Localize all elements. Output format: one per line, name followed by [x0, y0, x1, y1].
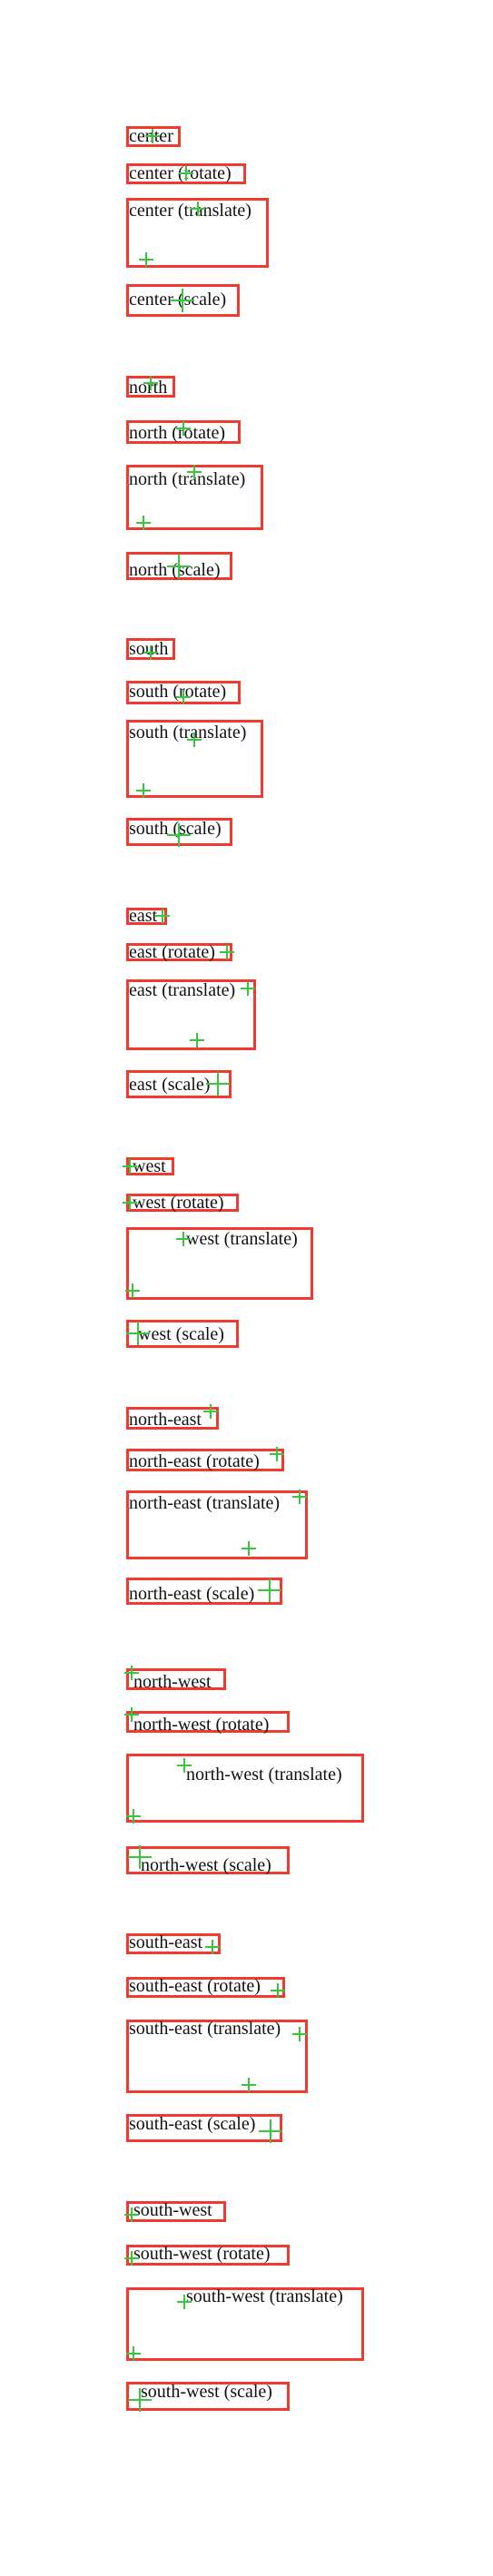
south-west-label: south-west	[133, 2200, 212, 2220]
north-east-rotate-box	[126, 1449, 284, 1471]
west-translate-label: west (translate)	[186, 1229, 298, 1249]
south-west-box	[126, 2201, 226, 2222]
center-scale-box	[126, 284, 240, 317]
north-west-scale-box	[126, 1846, 290, 1874]
south-translate-box	[126, 720, 263, 798]
south-west-scale-label: south-west (scale)	[141, 2382, 272, 2402]
north-scale-label: north (scale)	[129, 560, 221, 580]
north-east-scale-box	[126, 1578, 282, 1605]
east-scale-label: east (scale)	[129, 1075, 211, 1095]
east-translate-label: east (translate)	[129, 980, 236, 1000]
south-west-translate-label: south-west (translate)	[186, 2286, 343, 2306]
north-west-scale-label: north-west (scale)	[141, 1855, 271, 1875]
center-rotate-box	[126, 163, 246, 184]
north-east-label: north-east	[129, 1410, 202, 1430]
south-east-scale-box	[126, 2114, 282, 2142]
south-west-rotate-box	[126, 2245, 290, 2266]
north-label: north	[129, 378, 168, 398]
north-rotate-label: north (rotate)	[129, 423, 226, 443]
west-rotate-label: west (rotate)	[133, 1193, 224, 1213]
west-label: west	[133, 1156, 166, 1176]
south-east-box	[126, 1933, 221, 1954]
south-east-translate-label: south-east (translate)	[129, 2019, 281, 2039]
south-east-scale-label: south-east (scale)	[129, 2114, 256, 2134]
north-west-translate-box	[126, 1754, 364, 1823]
south-scale-label: south (scale)	[129, 819, 222, 839]
east-label: east	[129, 906, 158, 926]
north-west-rotate-label: north-west (rotate)	[133, 1715, 270, 1735]
north-east-rotate-label: north-east (rotate)	[129, 1451, 260, 1471]
south-rotate-label: south (rotate)	[129, 682, 227, 702]
east-scale-box	[126, 1070, 232, 1098]
north-west-box	[126, 1668, 226, 1690]
north-west-label: north-west	[133, 1672, 212, 1692]
south-west-translate-box	[126, 2287, 364, 2361]
center-translate-box	[126, 198, 269, 268]
north-east-translate-box	[126, 1490, 308, 1559]
north-west-translate-label: north-west (translate)	[186, 1765, 342, 1785]
south-translate-label: south (translate)	[129, 723, 247, 742]
north-east-box	[126, 1407, 219, 1430]
north-translate-label: north (translate)	[129, 469, 246, 489]
north-east-scale-label: north-east (scale)	[129, 1584, 255, 1604]
south-east-translate-box	[126, 2020, 308, 2093]
south-east-rotate-box	[126, 1977, 285, 1998]
south-east-rotate-label: south-east (rotate)	[129, 1976, 261, 1996]
south-east-label: south-east	[129, 1932, 203, 1952]
east-rotate-label: east (rotate)	[129, 942, 215, 962]
south-west-rotate-label: south-west (rotate)	[133, 2244, 271, 2264]
west-translate-box	[126, 1227, 313, 1300]
south-label: south	[129, 639, 169, 659]
north-west-rotate-box	[126, 1711, 290, 1733]
center-box	[126, 126, 181, 147]
south-west-scale-box	[126, 2382, 290, 2411]
north-east-translate-label: north-east (translate)	[129, 1493, 281, 1513]
center-translate-label: center (translate)	[129, 201, 251, 221]
west-scale-label: west (scale)	[138, 1324, 224, 1344]
north-scale-box	[126, 552, 232, 580]
east-translate-box	[126, 979, 256, 1050]
